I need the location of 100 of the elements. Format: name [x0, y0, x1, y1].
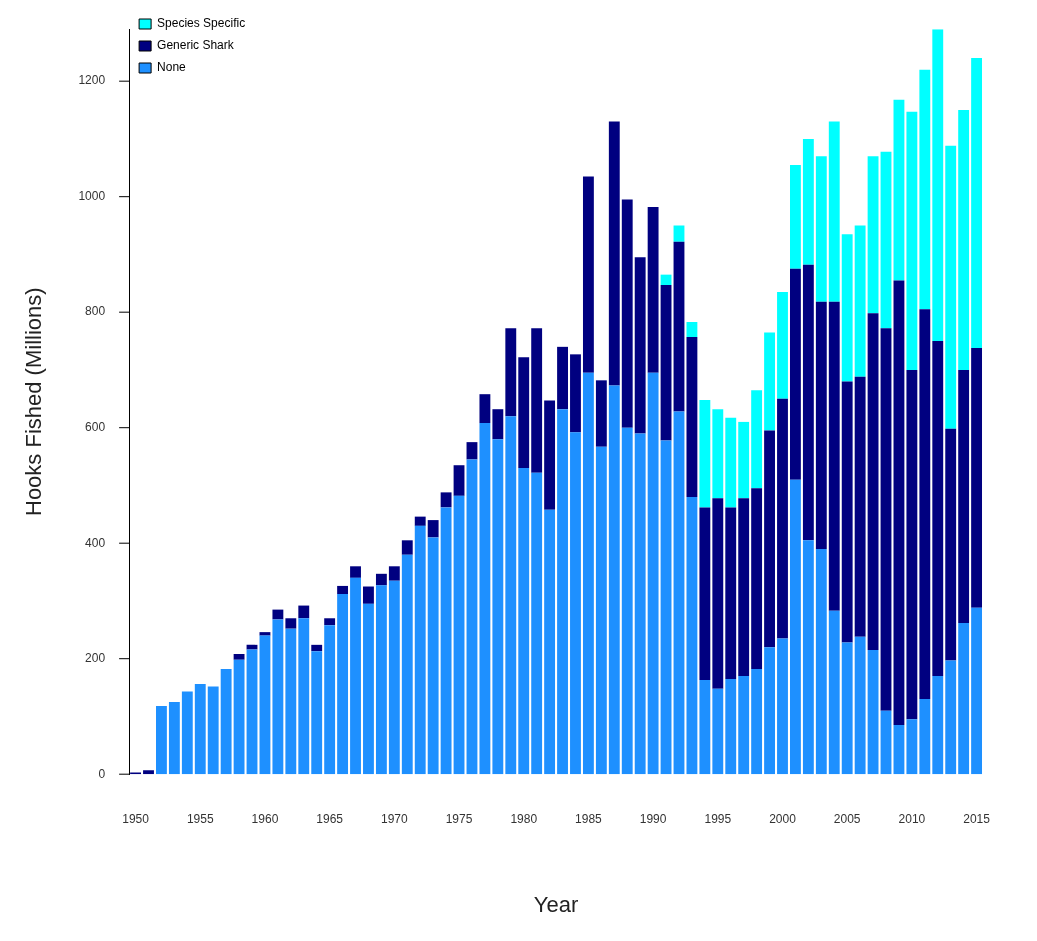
- bar: [233, 654, 245, 660]
- bar: [181, 691, 193, 775]
- bar: [531, 328, 543, 473]
- bar: [919, 699, 931, 775]
- y-tick-label: 0: [98, 766, 106, 781]
- bar: [246, 649, 258, 775]
- bar: [673, 225, 685, 242]
- bar: [686, 496, 698, 775]
- bar: [621, 199, 633, 428]
- bar: [427, 520, 439, 538]
- x-tick-label: 2015: [963, 811, 991, 826]
- bar: [479, 423, 491, 775]
- bar: [841, 642, 853, 775]
- bar: [660, 285, 672, 441]
- bar: [777, 638, 788, 775]
- bar: [958, 622, 970, 775]
- bar: [311, 651, 323, 775]
- x-tick-label: 1955: [186, 811, 214, 826]
- bar: [764, 430, 775, 648]
- y-tick-label: 1200: [78, 73, 106, 88]
- bar: [906, 719, 918, 775]
- bar: [815, 156, 827, 302]
- x-tick-label: 1980: [510, 811, 538, 826]
- bar: [194, 684, 206, 775]
- bar: [401, 554, 413, 775]
- bar: [453, 465, 465, 496]
- bar: [440, 492, 452, 508]
- bar: [324, 625, 336, 775]
- bar: [906, 111, 918, 370]
- bar: [414, 525, 426, 775]
- bar: [259, 635, 271, 775]
- bar: [867, 650, 879, 775]
- bar: [272, 619, 284, 775]
- bar: [751, 390, 763, 489]
- bar: [647, 207, 659, 373]
- bar: [634, 433, 646, 775]
- bar: [945, 660, 957, 775]
- bar: [738, 421, 750, 499]
- bar: [647, 372, 659, 775]
- bar: [841, 234, 853, 382]
- bar: [790, 268, 801, 480]
- bar: [828, 610, 840, 775]
- bar: [906, 369, 918, 720]
- y-tick-label: 600: [85, 420, 106, 434]
- bar: [259, 632, 271, 636]
- bar: [557, 409, 568, 775]
- bar: [802, 540, 814, 775]
- bar: [168, 702, 180, 775]
- x-tick-label: 1995: [704, 811, 732, 826]
- bar: [932, 29, 944, 342]
- bar: [298, 605, 310, 619]
- bar: [518, 357, 530, 469]
- bar: [207, 686, 219, 775]
- bar: [557, 346, 568, 410]
- x-tick-label: 2005: [833, 811, 861, 826]
- bar: [932, 676, 944, 775]
- bar: [777, 291, 788, 399]
- bar: [712, 498, 724, 689]
- bar: [337, 594, 349, 775]
- x-tick-label: 1970: [380, 811, 409, 826]
- bar: [919, 309, 931, 700]
- bar: [544, 509, 556, 775]
- bar: [220, 669, 232, 775]
- bar: [505, 416, 517, 775]
- bar: [466, 459, 478, 775]
- bar: [699, 507, 711, 681]
- bar: [401, 540, 413, 555]
- legend-label: Species Specific: [157, 16, 246, 31]
- bar: [544, 400, 556, 510]
- x-tick-label: 2010: [898, 811, 926, 826]
- x-tick-label: 1975: [445, 811, 473, 826]
- bar: [686, 337, 698, 497]
- x-tick-label: 1960: [251, 811, 279, 826]
- bar: [880, 151, 892, 329]
- bar: [608, 385, 620, 775]
- bar: [945, 145, 957, 429]
- bar: [143, 770, 154, 775]
- bar: [686, 322, 698, 338]
- bar: [958, 369, 970, 623]
- bar: [621, 427, 633, 775]
- bar: [660, 440, 672, 775]
- bar: [673, 241, 685, 412]
- x-tick-label: 2000: [769, 811, 797, 826]
- bar: [790, 164, 801, 269]
- bar: [958, 110, 970, 370]
- bar: [725, 417, 737, 508]
- bar: [828, 121, 840, 302]
- bar: [854, 636, 866, 775]
- bar: [945, 428, 957, 661]
- bar: [350, 577, 361, 775]
- bar: [738, 498, 750, 677]
- bar: [751, 669, 763, 775]
- x-tick-label: 1965: [316, 811, 344, 826]
- bar: [427, 537, 439, 775]
- bar: [802, 138, 814, 265]
- bar: [841, 381, 853, 643]
- bar: [790, 479, 801, 775]
- legend-label: Generic Shark: [157, 38, 235, 53]
- bar: [492, 409, 504, 440]
- x-axis-title: Year: [533, 891, 579, 917]
